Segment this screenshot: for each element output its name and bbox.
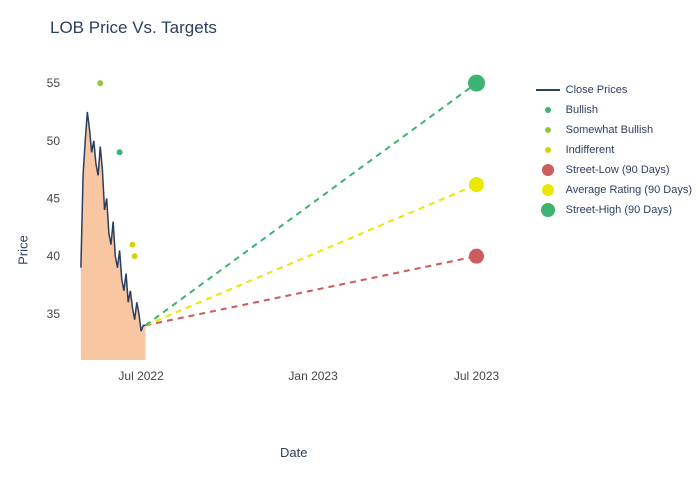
legend-label: Somewhat Bullish bbox=[566, 124, 653, 136]
legend-dot-swatch bbox=[545, 127, 551, 133]
svg-text:45: 45 bbox=[47, 191, 61, 205]
legend-item[interactable]: Street-High (90 Days) bbox=[536, 200, 692, 220]
legend-item[interactable]: Average Rating (90 Days) bbox=[536, 180, 692, 200]
chart-title: LOB Price Vs. Targets bbox=[50, 18, 217, 38]
legend-item[interactable]: Close Prices bbox=[536, 80, 692, 100]
svg-text:Jan 2023: Jan 2023 bbox=[288, 369, 338, 383]
svg-text:Jul 2023: Jul 2023 bbox=[454, 369, 500, 383]
legend-label: Close Prices bbox=[566, 84, 628, 96]
svg-text:35: 35 bbox=[47, 307, 61, 321]
legend-dot-swatch bbox=[545, 107, 551, 113]
legend-label: Street-Low (90 Days) bbox=[566, 164, 670, 176]
legend-item[interactable]: Street-Low (90 Days) bbox=[536, 160, 692, 180]
svg-text:Jul 2022: Jul 2022 bbox=[118, 369, 164, 383]
legend-label: Street-High (90 Days) bbox=[566, 204, 672, 216]
plot-svg: 3540455055Jul 2022Jan 2023Jul 2023 bbox=[68, 60, 498, 360]
legend-label: Bullish bbox=[566, 104, 598, 116]
legend-dot-swatch bbox=[541, 203, 555, 217]
chart-container: LOB Price Vs. Targets Price Date 3540455… bbox=[0, 0, 700, 500]
legend-dot-swatch bbox=[542, 164, 554, 176]
legend: Close Prices Bullish Somewhat Bullish Indif… bbox=[536, 80, 692, 220]
legend-label: Indifferent bbox=[566, 144, 615, 156]
legend-line-swatch bbox=[536, 89, 560, 91]
legend-dot-swatch bbox=[542, 184, 554, 196]
legend-label: Average Rating (90 Days) bbox=[566, 184, 692, 196]
legend-dot-swatch bbox=[545, 147, 551, 153]
svg-text:55: 55 bbox=[47, 76, 61, 90]
legend-item[interactable]: Indifferent bbox=[536, 140, 692, 160]
svg-text:40: 40 bbox=[47, 249, 61, 263]
svg-text:50: 50 bbox=[47, 134, 61, 148]
legend-item[interactable]: Bullish bbox=[536, 100, 692, 120]
y-axis-label: Price bbox=[15, 235, 30, 265]
plot-area: 3540455055Jul 2022Jan 2023Jul 2023 bbox=[68, 60, 498, 360]
legend-item[interactable]: Somewhat Bullish bbox=[536, 120, 692, 140]
x-axis-label: Date bbox=[280, 445, 307, 460]
